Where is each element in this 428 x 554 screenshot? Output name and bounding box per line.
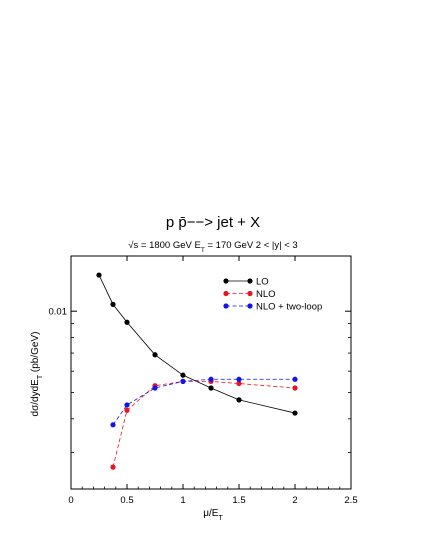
y-axis: 0.01 <box>49 307 351 453</box>
legend-label: NLO + two-loop <box>256 302 322 313</box>
data-point <box>110 464 116 470</box>
data-point <box>124 407 130 413</box>
x-tick-label: 1.5 <box>232 495 245 506</box>
data-point <box>180 378 186 384</box>
x-tick-label: 0.5 <box>120 495 133 506</box>
data-point <box>292 376 298 382</box>
data-point <box>208 385 214 391</box>
legend-marker <box>223 290 229 297</box>
legend-marker <box>247 290 253 297</box>
data-point <box>292 410 298 416</box>
x-axis-label: μ/ET <box>203 508 223 522</box>
series-1 <box>110 378 298 470</box>
x-axis: 0 0.5 1 1.5 2 2.5 <box>68 256 358 506</box>
data-point <box>236 376 242 382</box>
legend-entry: NLO <box>223 289 276 300</box>
data-point <box>236 380 242 387</box>
data-point <box>110 301 116 307</box>
series-line <box>112 380 296 468</box>
series-line <box>98 274 296 414</box>
legend-marker <box>223 303 229 309</box>
legend-label: LO <box>256 277 269 288</box>
x-tick-label: 2.5 <box>344 495 357 506</box>
chart-subtitle: √s = 1800 GeV ET = 170 GeV 2 < |y| < 3 <box>128 240 297 254</box>
x-tick-label: 1 <box>180 495 185 506</box>
data-point <box>124 402 130 408</box>
legend-marker <box>247 303 253 309</box>
chart-title: p p̄−−> jet + X <box>166 214 260 231</box>
x-tick-label: 2 <box>292 495 297 506</box>
data-point <box>152 385 158 391</box>
y-axis-label: dσ/dydET (pb/GeV) <box>30 332 44 417</box>
series-0 <box>96 272 298 416</box>
plot-frame <box>70 255 352 490</box>
legend-label: NLO <box>256 289 276 300</box>
data-point <box>110 422 116 428</box>
legend-marker <box>223 278 229 284</box>
data-point <box>208 376 214 382</box>
data-point <box>180 372 186 378</box>
y-tick-label: 0.01 <box>49 307 68 318</box>
legend-entry: NLO + two-loop <box>223 302 322 313</box>
legend-marker <box>247 278 253 284</box>
legend-entry: LO <box>223 277 269 288</box>
data-point <box>236 397 242 403</box>
data-point <box>124 319 130 325</box>
data-point <box>96 272 102 278</box>
series-2 <box>110 376 298 428</box>
data-point <box>152 352 158 358</box>
data-point <box>292 385 298 391</box>
x-tick-label: 0 <box>68 495 73 506</box>
series-layer <box>96 272 298 470</box>
